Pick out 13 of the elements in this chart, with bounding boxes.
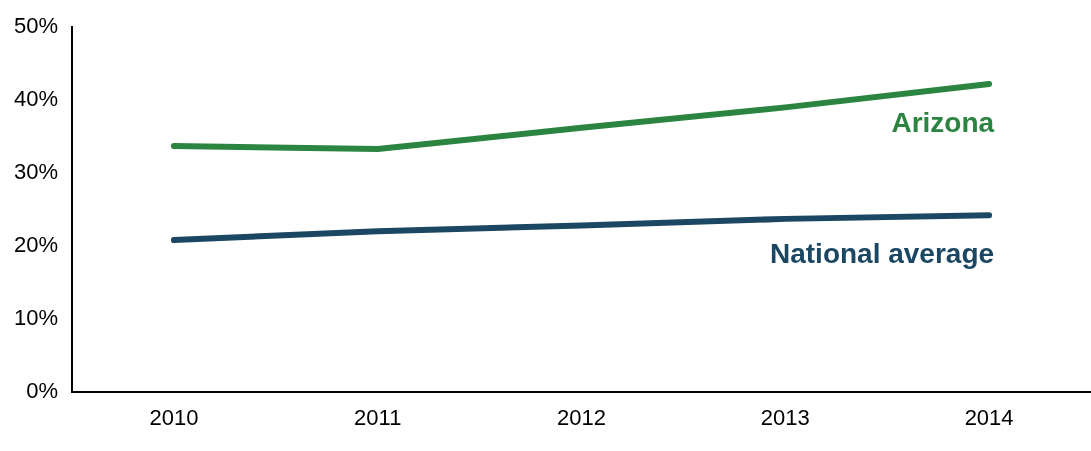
y-tick-label: 30% <box>13 159 59 185</box>
x-tick-label: 2012 <box>557 404 606 430</box>
series-label: Arizona <box>891 106 995 138</box>
y-tick-label: 40% <box>13 86 59 112</box>
series-label: National average <box>769 237 995 269</box>
x-tick-label: 2010 <box>149 404 199 430</box>
y-tick-label: 50% <box>13 13 59 39</box>
x-tick-label: 2013 <box>760 404 810 430</box>
x-tick-label: 2011 <box>354 404 402 430</box>
y-tick-label: 10% <box>13 304 59 330</box>
x-tick-label: 2014 <box>964 404 1014 430</box>
y-tick-label: 20% <box>13 231 59 257</box>
y-tick-label: 0% <box>26 377 59 403</box>
